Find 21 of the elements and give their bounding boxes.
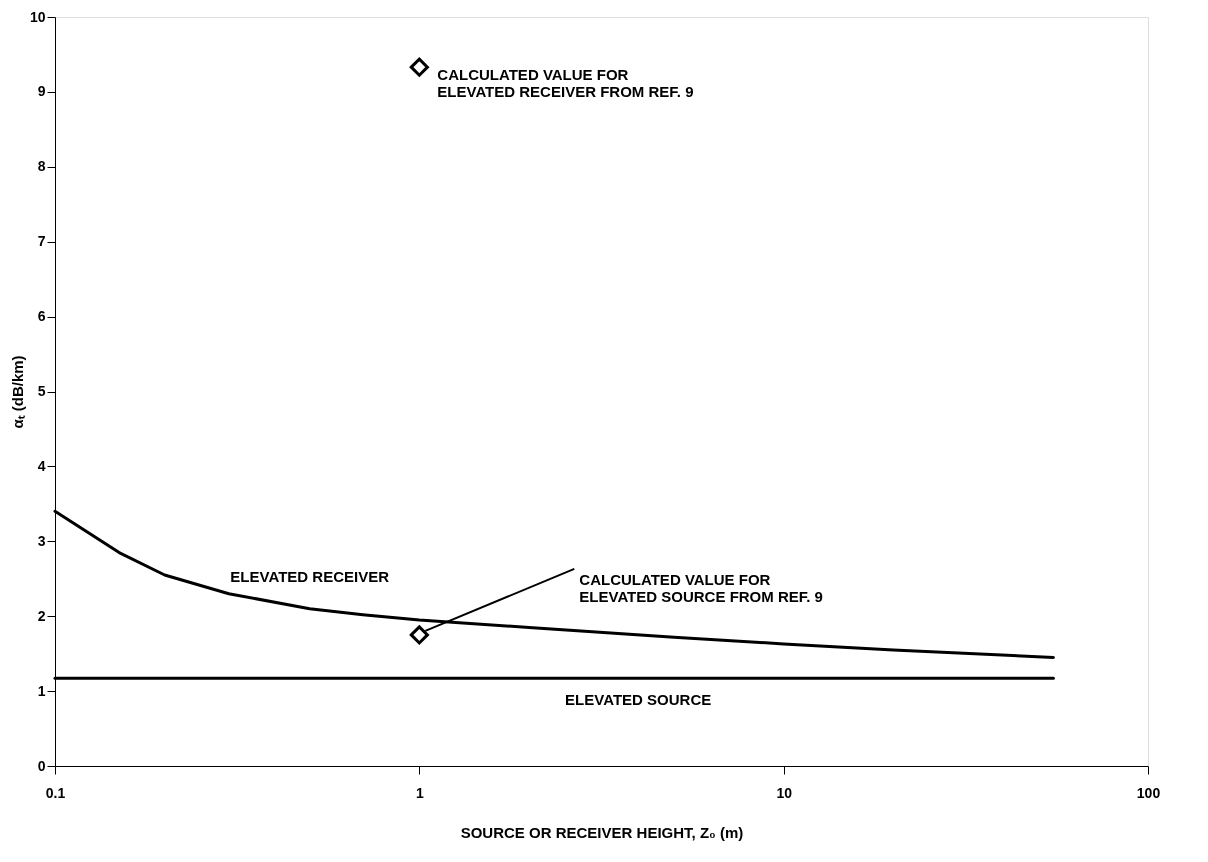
y-tick-label: 7 [37,233,46,250]
x-tick-label: 0.1 [45,784,66,801]
series-label: ELEVATED RECEIVER [230,567,390,585]
y-tick-label: 9 [37,83,46,100]
text: CALCULATED VALUE FOR ELEVATED SOURCE FROM REF. 9 [579,570,823,605]
y-tick-label: 5 [37,383,46,399]
y-tick-label: 0 [37,757,46,774]
y-axis-title: αₜ (dB/km) [8,355,26,429]
x-tick-label: 100 [1136,784,1161,801]
series-label: ELEVATED SOURCE [565,691,712,709]
y-tick-label: 6 [37,308,46,325]
y-tick-label: 1 [37,682,46,699]
y-tick-label: 2 [37,607,46,624]
y-tick-label: 4 [37,457,46,474]
x-axis-title: SOURCE OR RECEIVER HEIGHT, Z₀ (m) [460,823,744,841]
series-label: CALCULATED VALUE FOR ELEVATED RECEIVER FROM REF. 9 [437,66,694,101]
x-tick-label: 10 [776,784,793,801]
y-tick-label: 10 [29,8,46,25]
y-tick-label: 8 [37,158,46,175]
x-tick-label: 1 [415,784,424,801]
y-tick-label: 3 [37,532,46,549]
